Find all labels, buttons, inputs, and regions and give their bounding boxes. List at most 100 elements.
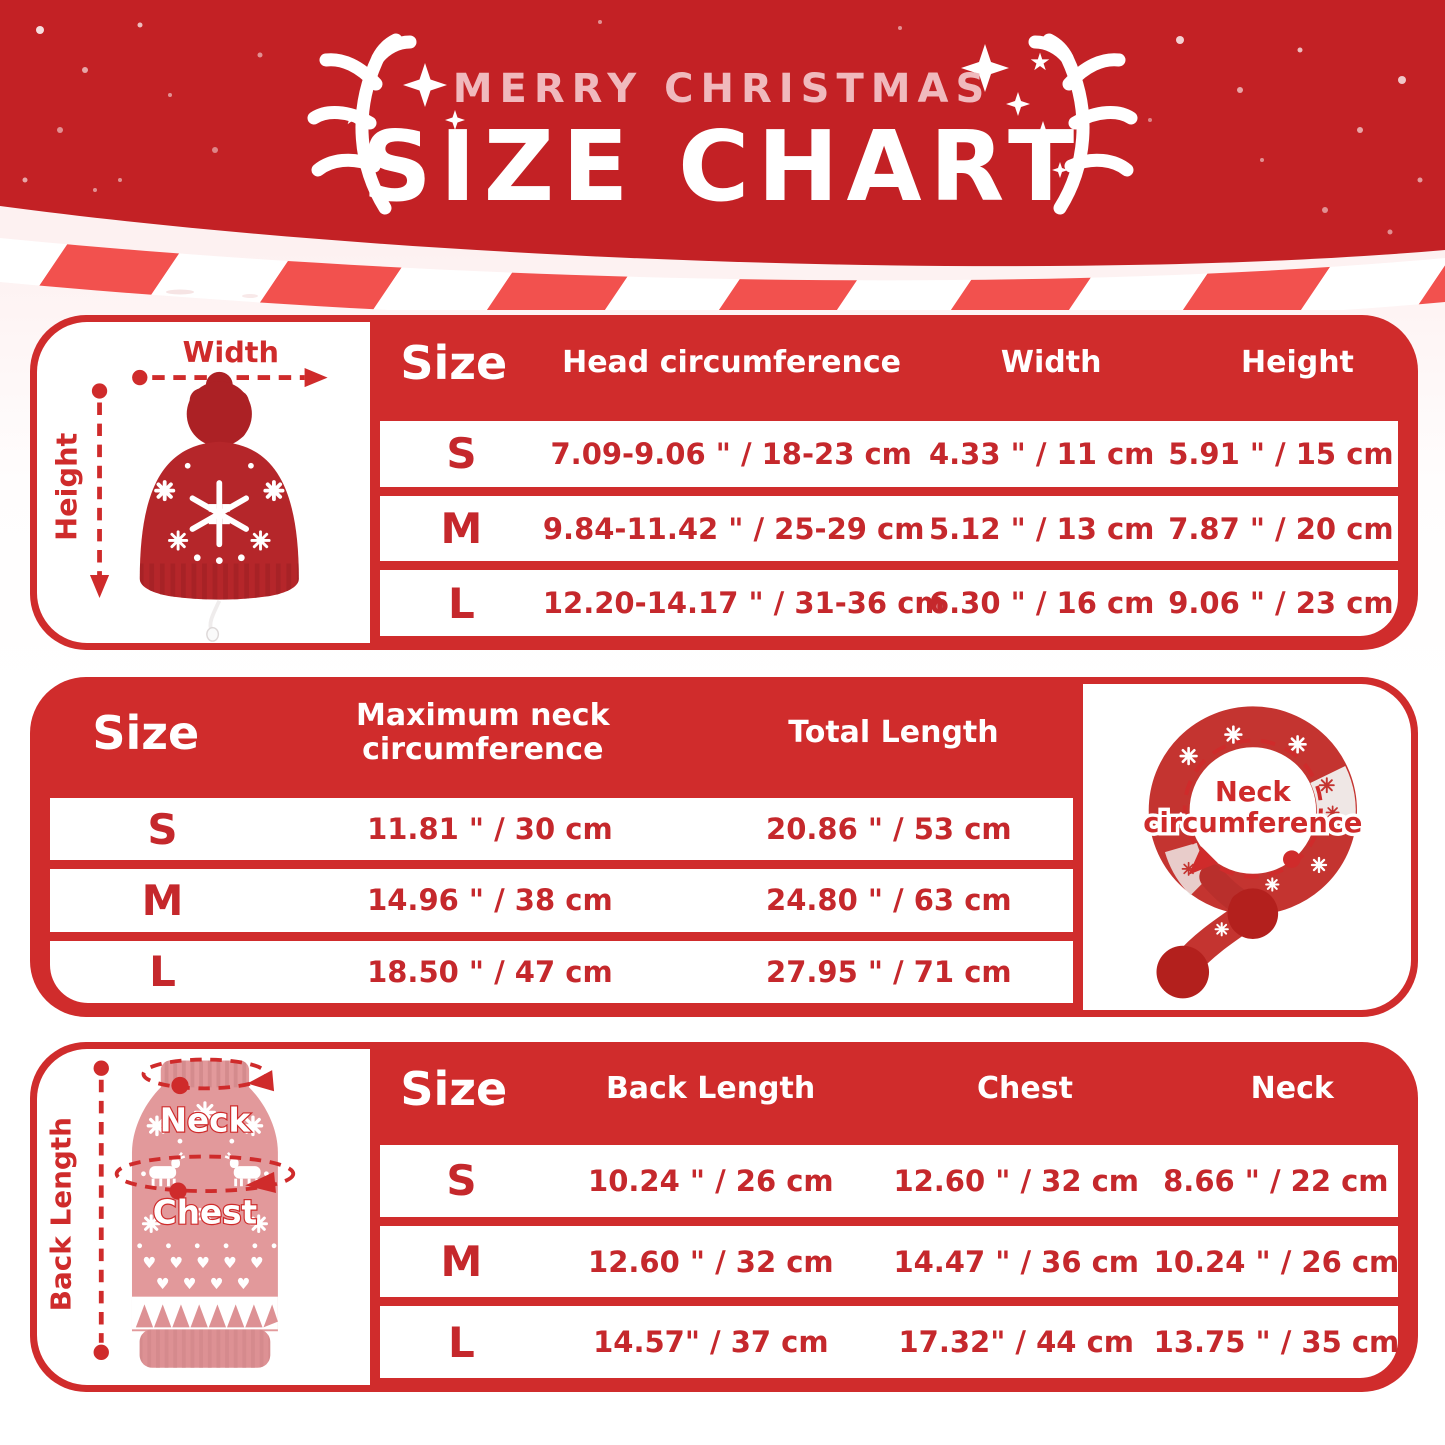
value-cell: 10.24 " / 26 cm	[588, 1163, 834, 1198]
scarf-illustration	[1148, 706, 1357, 999]
value-cell: 14.47 " / 36 cm	[893, 1244, 1140, 1279]
hat-illustration	[139, 371, 299, 642]
table-row: M 14.96 " / 38 cm 24.80 " / 63 cm	[50, 869, 1073, 932]
antler-right-icon	[1028, 33, 1138, 215]
size-cell: L	[448, 578, 475, 628]
neck-circumference-label-line2: circumference	[1143, 808, 1362, 839]
star-icon: ★	[344, 108, 360, 129]
value-cell: 14.96 " / 38 cm	[367, 883, 613, 918]
column-header-chest: Chest	[977, 1070, 1073, 1106]
value-cell: 11.81 " / 30 cm	[367, 812, 613, 847]
svg-text:♥: ♥	[196, 1254, 210, 1272]
back-length-annotation: Back Length	[45, 1060, 109, 1361]
svg-text:♥: ♥	[156, 1275, 170, 1293]
chest-label: Chest	[153, 1194, 257, 1232]
width-annotation: Width	[132, 335, 328, 388]
column-header-head-circumference: Head circumference	[562, 345, 901, 381]
size-cell: L	[448, 1317, 475, 1367]
height-annotation: Height	[50, 383, 110, 598]
column-header-size: Size	[400, 1061, 508, 1116]
column-header-neck: Neck	[1250, 1070, 1334, 1106]
svg-text:♥: ♥	[236, 1275, 250, 1293]
arrow-icon	[247, 1070, 275, 1092]
table-row: L 14.57" / 37 cm 17.32" / 44 cm 13.75 " …	[380, 1306, 1400, 1379]
back-length-label: Back Length	[45, 1117, 78, 1311]
table-row: L 18.50 " / 47 cm 27.95 " / 71 cm	[50, 940, 1073, 1003]
table-row: S 11.81 " / 30 cm 20.86 " / 53 cm	[50, 798, 1073, 861]
table-row: L 12.20-14.17 " / 31-36 cm 6.30 " / 16 c…	[380, 570, 1398, 637]
value-cell: 18.50 " / 47 cm	[367, 954, 613, 989]
svg-text:♥: ♥	[169, 1254, 183, 1272]
size-cell: M	[440, 504, 483, 553]
value-cell: 24.80 " / 63 cm	[766, 883, 1012, 918]
value-cell: 6.30 " / 16 cm	[928, 586, 1155, 621]
size-cell: S	[147, 804, 178, 854]
neck-circumference-annotation: Neck circumference	[1140, 738, 1366, 879]
size-cell: S	[446, 1156, 477, 1206]
scarf-image-panel: Neck circumference	[1083, 684, 1411, 1010]
sweater-size-table: Size Back Length Chest Neck S 10.24 " / …	[370, 1042, 1418, 1392]
column-header-size: Size	[400, 336, 508, 391]
tree-band-pattern	[131, 1296, 278, 1330]
value-cell: 5.12 " / 13 cm	[928, 511, 1155, 546]
stars-icon: ★ ★	[344, 44, 1068, 178]
table-row: S 10.24 " / 26 cm 12.60 " / 32 cm 8.66 "…	[380, 1145, 1398, 1217]
value-cell: 5.91 " / 15 cm	[1168, 436, 1394, 471]
table-row: M 12.60 " / 32 cm 14.47 " / 36 cm 10.24 …	[380, 1225, 1400, 1298]
value-cell: 9.84-11.42 " / 25-29 cm	[542, 511, 925, 546]
sweater-illustration: ♥ ♥ ♥ ♥ ♥ ♥ ♥ ♥ ♥	[131, 1060, 278, 1368]
value-cell: 20.86 " / 53 cm	[766, 812, 1012, 847]
sweater-image-panel: Back Length	[37, 1049, 370, 1385]
value-cell: 4.33 " / 11 cm	[928, 436, 1155, 471]
value-cell: 12.60 " / 32 cm	[893, 1163, 1140, 1198]
neck-label: Neck	[160, 1102, 252, 1140]
knit-pattern-dots	[208, 504, 230, 525]
size-cell: S	[446, 429, 477, 479]
value-cell: 12.20-14.17 " / 31-36 cm	[542, 586, 945, 621]
neck-circumference-label-line1: Neck	[1215, 777, 1291, 808]
value-cell: 7.09-9.06 " / 18-23 cm	[550, 436, 912, 471]
value-cell: 7.87 " / 20 cm	[1168, 511, 1394, 546]
svg-text:♥: ♥	[210, 1275, 224, 1293]
column-header-size: Size	[92, 705, 200, 760]
arrow-icon	[1188, 846, 1218, 875]
value-cell: 13.75 " / 35 cm	[1153, 1325, 1400, 1360]
value-cell: 12.60 " / 32 cm	[588, 1244, 834, 1279]
value-cell: 9.06 " / 23 cm	[1168, 586, 1394, 621]
svg-text:♥: ♥	[223, 1254, 237, 1272]
pom-pom-icon	[186, 371, 252, 447]
reindeer-pattern	[149, 1151, 261, 1187]
banner-title: SIZE CHART	[362, 110, 1082, 223]
table-row: M 9.84-11.42 " / 25-29 cm 5.12 " / 13 cm…	[380, 495, 1398, 562]
size-cell: L	[149, 947, 176, 997]
svg-text:♥: ♥	[250, 1254, 264, 1272]
snow-dots-icon	[22, 20, 1423, 235]
column-header-max-neck-circumference: Maximum neck circumference	[356, 697, 610, 767]
column-header-back-length: Back Length	[605, 1070, 816, 1106]
arrow-down-icon	[89, 574, 110, 598]
value-cell: 17.32" / 44 cm	[898, 1325, 1134, 1360]
neck-annotation: Neck	[141, 1057, 275, 1141]
table-header-row: Size Back Length Chest Neck	[370, 1042, 1418, 1136]
value-cell: 10.24 " / 26 cm	[1153, 1244, 1400, 1279]
svg-text:♥: ♥	[142, 1254, 156, 1272]
size-chart-section-scarf: Size Maximum neck circumference Total Le…	[30, 677, 1418, 1017]
size-cell: M	[141, 875, 184, 925]
column-header-total-length: Total Length	[788, 714, 999, 750]
value-cell: 8.66 " / 22 cm	[1163, 1163, 1389, 1198]
value-cell: 27.95 " / 71 cm	[766, 954, 1012, 989]
svg-text:♥: ♥	[183, 1275, 197, 1293]
heart-pattern: ♥ ♥ ♥ ♥ ♥ ♥ ♥ ♥ ♥	[142, 1254, 263, 1293]
arrow-icon	[245, 1171, 276, 1193]
size-cell: M	[440, 1237, 483, 1286]
chin-cord-icon	[206, 600, 222, 642]
hat-size-table: Size Head circumference Width Height S 7…	[370, 315, 1418, 650]
snowflake-pattern	[189, 480, 250, 548]
value-cell: 14.57" / 37 cm	[593, 1325, 829, 1360]
scarf-size-table: Size Maximum neck circumference Total Le…	[30, 677, 1083, 1017]
width-label: Width	[183, 335, 279, 369]
column-header-width: Width	[1000, 345, 1102, 381]
star-icon: ★	[1029, 48, 1051, 76]
arrow-right-icon	[304, 367, 328, 388]
